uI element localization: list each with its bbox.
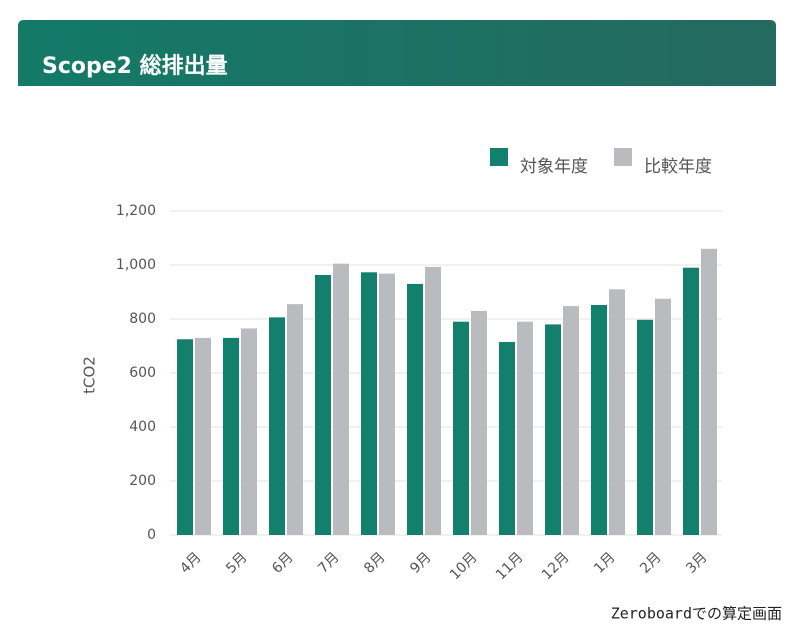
x-tick-label: 9月 [407, 549, 435, 577]
bar [609, 289, 625, 535]
caption: Zeroboardでの算定画面 [611, 605, 782, 623]
x-tick-label: 5月 [223, 549, 251, 577]
bar [591, 304, 607, 535]
bar [471, 310, 487, 535]
x-tick-label: 8月 [361, 549, 389, 577]
bar [425, 266, 441, 535]
bar [407, 283, 423, 535]
legend-label: 比較年度 [644, 157, 712, 177]
bar [333, 263, 349, 535]
x-tick-label: 6月 [269, 549, 297, 577]
bar [655, 298, 671, 535]
x-tick-label: 3月 [683, 549, 711, 577]
x-tick-label: 1月 [591, 549, 619, 577]
bar [177, 339, 193, 535]
x-tick-label: 10月 [447, 549, 481, 583]
bar [683, 267, 699, 535]
y-tick-label: 800 [129, 311, 156, 327]
y-tick-label: 1,000 [116, 257, 156, 273]
header-bar [18, 20, 776, 86]
bar [517, 321, 533, 535]
legend-swatch [614, 148, 632, 166]
x-tick-label: 2月 [637, 549, 665, 577]
bar [563, 306, 579, 535]
x-tick-label: 4月 [177, 549, 205, 577]
y-tick-label: 600 [129, 365, 156, 381]
y-tick-label: 200 [129, 473, 156, 489]
bar [361, 272, 377, 535]
legend-swatch [490, 148, 508, 166]
bar [287, 304, 303, 535]
bar [701, 248, 717, 536]
bar [545, 324, 561, 535]
bar [195, 337, 211, 535]
bar [223, 337, 239, 535]
chart-title: Scope2 総排出量 [42, 53, 228, 79]
x-tick-label: 11月 [493, 549, 527, 583]
y-axis-label: tCO2 [81, 356, 99, 394]
legend-label: 対象年度 [520, 157, 588, 177]
y-tick-label: 0 [147, 527, 156, 543]
bar [499, 341, 515, 535]
x-tick-label: 7月 [315, 549, 343, 577]
bar [637, 319, 653, 535]
bar [453, 321, 469, 535]
bar [379, 273, 395, 535]
x-tick-label: 12月 [539, 549, 573, 583]
bar [315, 274, 331, 535]
y-tick-label: 1,200 [116, 203, 156, 219]
bar [269, 317, 285, 535]
y-tick-label: 400 [129, 419, 156, 435]
bar [241, 328, 257, 535]
